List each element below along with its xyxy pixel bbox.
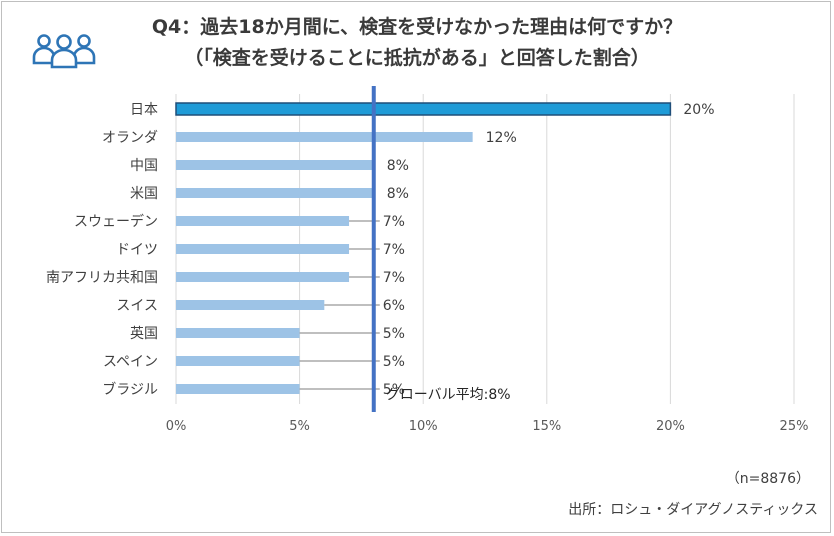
source-note: 出所：ロシュ・ダイアグノスティックス bbox=[568, 502, 818, 518]
data-label: 20% bbox=[683, 102, 714, 118]
global-average-label: グローバル平均:8% bbox=[386, 387, 511, 403]
data-label: 5% bbox=[383, 354, 405, 370]
bar bbox=[176, 356, 300, 366]
bar bbox=[176, 244, 350, 254]
data-label: 12% bbox=[486, 130, 517, 146]
data-label: 7% bbox=[383, 270, 405, 286]
data-label: 7% bbox=[383, 242, 405, 258]
data-label: 5% bbox=[383, 326, 405, 342]
category-label: 米国 bbox=[130, 186, 158, 202]
bar bbox=[176, 328, 300, 338]
bar bbox=[176, 188, 374, 198]
chart-title-line2: （「検査を受けることに抵抗がある」と回答した割合） bbox=[184, 47, 650, 69]
bar bbox=[176, 160, 374, 170]
category-label: オランダ bbox=[102, 130, 158, 146]
category-label: 南アフリカ共和国 bbox=[46, 270, 158, 286]
category-label: スイス bbox=[116, 298, 158, 314]
category-label: 日本 bbox=[130, 102, 158, 118]
x-tick-label: 5% bbox=[289, 419, 310, 434]
data-label: 8% bbox=[387, 158, 409, 174]
sample-size-note: （n=8876） bbox=[725, 471, 810, 487]
bar bbox=[176, 300, 325, 310]
category-label: ブラジル bbox=[102, 381, 158, 398]
bar bbox=[175, 102, 672, 116]
x-tick-label: 0% bbox=[166, 419, 187, 434]
category-label: 中国 bbox=[130, 158, 158, 174]
category-label: 英国 bbox=[130, 325, 158, 342]
chart-title-line1: Q4：過去18か月間に、検査を受けなかった理由は何ですか？ bbox=[151, 16, 683, 38]
bar bbox=[176, 384, 300, 394]
data-label: 8% bbox=[387, 186, 409, 202]
people-group-icon bbox=[32, 34, 96, 69]
bar bbox=[176, 132, 473, 142]
category-label: スペイン bbox=[103, 354, 158, 370]
data-label: 5% bbox=[383, 382, 405, 398]
category-label: ドイツ bbox=[116, 242, 158, 258]
bar bbox=[176, 216, 350, 226]
data-label: 7% bbox=[383, 214, 405, 230]
x-tick-label: 20% bbox=[656, 419, 685, 434]
bar bbox=[176, 272, 350, 282]
x-tick-label: 15% bbox=[532, 419, 561, 434]
category-label: スウェーデン bbox=[74, 213, 158, 230]
data-label: 6% bbox=[383, 298, 405, 314]
x-tick-label: 10% bbox=[409, 419, 438, 434]
x-tick-label: 25% bbox=[780, 419, 809, 434]
